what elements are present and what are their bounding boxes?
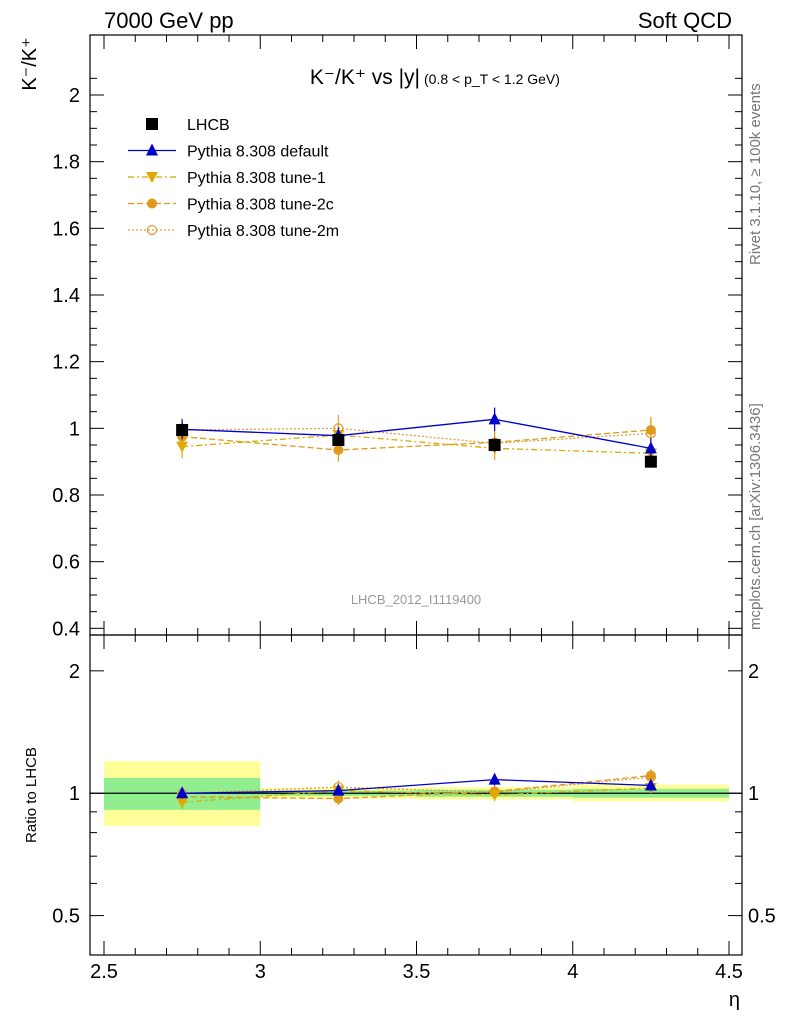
- x-tick-label: 2.5: [90, 961, 118, 983]
- legend-label: LHCB: [187, 117, 230, 134]
- ratio-y-tick-label: 1: [69, 783, 80, 805]
- legend-label: Pythia 8.308 tune-1: [187, 170, 326, 187]
- y-tick-label: 1.8: [52, 152, 80, 174]
- ratio-data-point: [645, 770, 656, 781]
- ratio-series-pythia-8-308-default: [176, 772, 657, 799]
- ratio-panel: [89, 634, 743, 956]
- ratio-data-point: [333, 793, 344, 804]
- y-tick-label: 0.4: [52, 618, 80, 640]
- y-tick-label: 1.4: [52, 285, 80, 307]
- ratio-data-point: [332, 783, 345, 796]
- legend-label: Pythia 8.308 tune-2m: [187, 223, 339, 240]
- series-line: [182, 429, 651, 451]
- ratio-series-line: [182, 778, 651, 794]
- y-tick-label: 1.6: [52, 218, 80, 240]
- data-point: [332, 434, 345, 446]
- series-line: [182, 418, 651, 449]
- legend-marker: [147, 198, 157, 209]
- series-pythia-8-308-tune-1: [176, 425, 657, 464]
- chart-title: K⁻/K⁺ vs |y|: [310, 66, 420, 89]
- ratio-data-point: [176, 786, 189, 799]
- data-point: [176, 424, 189, 436]
- ratio-series-line: [182, 787, 651, 803]
- legend-label: Pythia 8.308 tune-2c: [187, 197, 334, 214]
- x-tick-label: 4: [567, 961, 578, 983]
- y-tick-label: 1: [69, 418, 80, 440]
- y-tick-label: 0.6: [52, 552, 80, 574]
- rivet-label: Rivet 3.1.10, ≥ 100k events: [747, 83, 764, 265]
- chart-subtitle: (0.8 < p_T < 1.2 GeV): [424, 71, 560, 87]
- main-panel: [89, 34, 743, 636]
- legend-label: Pythia 8.308 default: [187, 144, 329, 161]
- legend-marker: [146, 224, 158, 236]
- series-lhcb: [176, 423, 657, 468]
- data-point: [488, 412, 501, 425]
- legend: LHCB Pythia 8.308 default Pythia 8.308 tun…: [128, 117, 339, 240]
- series-pythia-8-308-tune-2m: [176, 415, 657, 455]
- legend-marker: [146, 172, 158, 183]
- legend-item: LHCB: [146, 117, 230, 134]
- x-axis-label: η: [729, 989, 740, 1011]
- series-line: [182, 434, 651, 454]
- header-left: 7000 GeV pp: [104, 8, 234, 33]
- data-point: [645, 425, 656, 435]
- data-point: [333, 445, 344, 455]
- legend-item: Pythia 8.308 default: [128, 143, 329, 161]
- ratio-data-point: [644, 778, 657, 791]
- x-tick-label: 4.5: [715, 961, 743, 983]
- y-tick-label: 2: [69, 85, 80, 107]
- mcplots-label: mcplots.cern.ch [arXiv:1306.3436]: [747, 403, 764, 630]
- y-tick-label: 0.8: [52, 485, 80, 507]
- ratio-y-tick-label: 2: [69, 661, 80, 683]
- ratio-data-point: [488, 772, 501, 785]
- ratio-y-tick-label-right: 2: [748, 661, 759, 683]
- y-axis-label-main: K⁻/K⁺: [19, 37, 41, 90]
- data-point: [644, 455, 657, 468]
- header-right: Soft QCD: [638, 8, 732, 33]
- data-point: [176, 441, 189, 453]
- y-axis-label-ratio: Ratio to LHCB: [23, 747, 40, 843]
- legend-item: Pythia 8.308 tune-2m: [128, 223, 339, 240]
- legend-marker: [146, 118, 158, 130]
- legend-marker: [146, 143, 158, 156]
- legend-item: Pythia 8.308 tune-2c: [128, 197, 334, 214]
- ratio-series-line: [182, 774, 651, 800]
- ratio-y-tick-label: 0.5: [52, 906, 80, 928]
- ratio-data-point: [488, 789, 501, 801]
- x-tick-label: 3: [255, 961, 266, 983]
- ratio-y-tick-label-right: 1: [748, 783, 759, 805]
- series-pythia-8-308-default: [176, 407, 657, 459]
- data-point: [644, 441, 657, 454]
- legend-item: Pythia 8.308 tune-1: [128, 170, 326, 187]
- x-tick-label: 3.5: [403, 961, 431, 983]
- y-tick-label: 1.2: [52, 352, 80, 374]
- data-point: [488, 439, 501, 451]
- series-pythia-8-308-tune-2c: [177, 416, 656, 462]
- ratio-y-tick-label-right: 0.5: [748, 906, 776, 928]
- ratio-data-point: [176, 797, 189, 809]
- watermark-label: LHCB_2012_I1119400: [351, 592, 481, 607]
